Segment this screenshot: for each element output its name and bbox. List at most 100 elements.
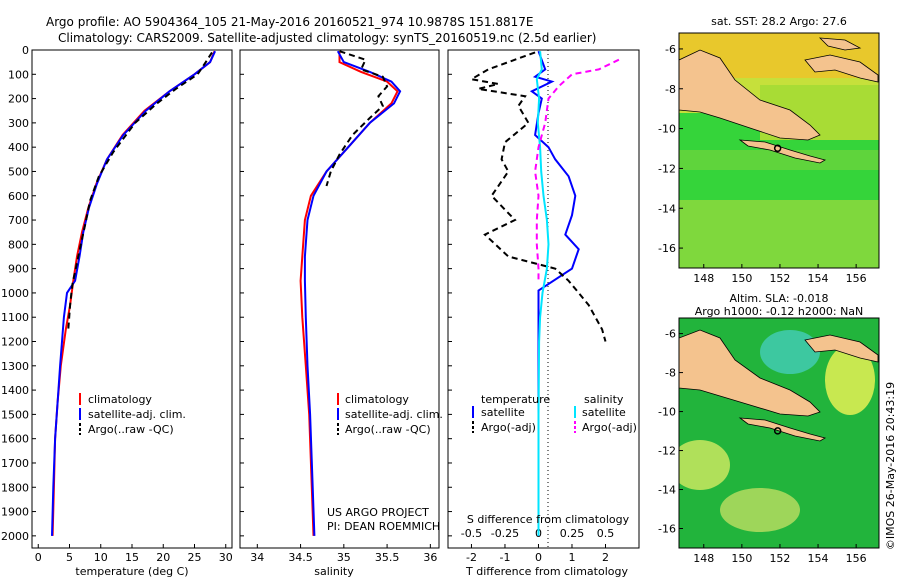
x-tick-label: 10 (94, 551, 108, 564)
sst-map-title: sat. SST: 28.2 Argo: 27.6 (711, 15, 847, 28)
depth-tick-label: 600 (8, 190, 29, 203)
difference-panel: -2 -1 0 1 2 -0.5 -0.25 0 0.25 0.5 S difference f… (461, 50, 637, 578)
sla-field (679, 318, 879, 548)
x-tick-label: 34.5 (288, 551, 313, 564)
legend-label-argo: Argo(..raw -QC) (345, 423, 431, 436)
series-temperature-argo-adj- (468, 51, 607, 342)
temperature-x-label: temperature (deg C) (75, 565, 188, 578)
map-y-tick-label: -6 (665, 43, 676, 56)
new-britain-land (804, 54, 879, 83)
difference-series (468, 50, 620, 536)
depth-tick-label: 1500 (1, 408, 29, 421)
map-x-tick-label: 150 (731, 272, 752, 285)
depth-tick-label: 1900 (1, 506, 29, 519)
sst-argo-marker (773, 144, 782, 153)
new-britain-land (804, 334, 879, 363)
legend-label-satellite-clim: satellite-adj. clim. (88, 408, 186, 421)
depth-tick-label: 1800 (1, 481, 29, 494)
series-argo-raw-qc- (325, 50, 389, 187)
s-diff-tick-label: -0.5 (461, 527, 482, 540)
depth-tick-label: 1100 (1, 311, 29, 324)
depth-tick-label: 100 (8, 68, 29, 81)
legend-label-satellite-clim: satellite-adj. clim. (345, 408, 443, 421)
salinity-diff-ticks: -0.5 -0.25 0 0.25 0.5 (461, 527, 615, 540)
difference-legend: temperature salinity satellite Argo(-adj… (472, 393, 637, 434)
x-tick-label: 34 (250, 551, 264, 564)
new-ireland-land (818, 37, 862, 51)
map-x-tick-label: 148 (693, 552, 714, 565)
map-y-tick-label: -12 (658, 445, 676, 458)
depth-tick-label: 1000 (1, 287, 29, 300)
x-tick-label: 2 (602, 551, 609, 564)
salinity-legend: climatology satellite-adj. clim. Argo(..… (337, 393, 443, 436)
depth-tick-label: 1600 (1, 433, 29, 446)
map-y-tick-label: -16 (658, 242, 676, 255)
s-diff-tick-label: 0.25 (560, 527, 585, 540)
map-y-tick-label: -14 (658, 202, 676, 215)
sla-low-anomaly-east (825, 345, 875, 415)
sla-map: Altim. SLA: -0.018 Argo h1000: -0.12 h20… (658, 292, 880, 565)
header-line-2: Climatology: CARS2009. Satellite-adjuste… (58, 31, 596, 45)
depth-tick-label: 1700 (1, 457, 29, 470)
legend-label-sal-argo: Argo(-adj) (582, 421, 637, 434)
map-x-tick-label: 152 (769, 552, 790, 565)
depth-tick-label: 0 (22, 44, 29, 57)
x-tick-label: 15 (125, 551, 139, 564)
salinity-series (299, 50, 402, 536)
argo-float-marker (773, 144, 782, 153)
map-x-tick-label: 152 (769, 272, 790, 285)
sla-low-anomaly-west (679, 440, 730, 490)
series-satellite-adj-clim- (303, 50, 402, 536)
legend-label-argo: Argo(..raw -QC) (88, 423, 174, 436)
header-line-1: Argo profile: AO 5904364_105 21-May-2016… (46, 15, 533, 29)
map-x-tick-label: 156 (846, 272, 867, 285)
map-x-tick-label: 156 (846, 552, 867, 565)
depth-tick-label: 800 (8, 238, 29, 251)
difference-x-ticks: -2 -1 0 1 2 (466, 544, 609, 564)
s-diff-axis-label: S difference from climatology (467, 513, 630, 526)
sla-map-ticks: 148 150 152 154 156 -6 -8 -10 -12 -14 -16 (658, 328, 867, 565)
sla-argo-marker (773, 427, 782, 435)
legend-label-temp-argo: Argo(-adj) (481, 421, 536, 434)
s-diff-tick-label: 0.5 (597, 527, 615, 540)
legend-label-sal-satellite: satellite (582, 406, 626, 419)
legend-label-climatology: climatology (88, 393, 152, 406)
legend-label-climatology: climatology (345, 393, 409, 406)
x-tick-label: 0 (35, 551, 42, 564)
louisiade-islands (738, 417, 827, 442)
depth-tick-label: 1300 (1, 360, 29, 373)
depth-tick-label: 1200 (1, 336, 29, 349)
x-tick-label: 35.5 (375, 551, 400, 564)
map-y-tick-label: -16 (658, 523, 676, 536)
series-argo-raw-qc- (67, 51, 213, 330)
x-tick-label: 36 (423, 551, 437, 564)
map-y-tick-label: -8 (665, 83, 676, 96)
depth-tick-label: 200 (8, 93, 29, 106)
new-guinea-land (679, 329, 821, 417)
temperature-panel: 0 5 10 15 20 25 30 temperature (deg C) climato… (35, 50, 233, 578)
map-y-tick-label: -6 (665, 328, 676, 341)
salinity-panel-frame (239, 49, 440, 549)
legend-header-salinity: salinity (584, 393, 624, 406)
series-climatology (299, 51, 399, 536)
depth-tick-label: 300 (8, 117, 29, 130)
sst-south-band (679, 200, 879, 268)
temperature-x-ticks: 0 5 10 15 20 25 30 (35, 544, 233, 564)
temperature-legend: climatology satellite-adj. clim. Argo(..… (79, 393, 186, 436)
depth-tick-label: 1400 (1, 384, 29, 397)
sla-map-title: Altim. SLA: -0.018 (729, 292, 828, 305)
s-diff-tick-label: -0.25 (491, 527, 519, 540)
depth-tick-label: 500 (8, 165, 29, 178)
depth-tick-label: 700 (8, 214, 29, 227)
sst-map: sat. SST: 28.2 Argo: 27.6 148 150 152 154 15… (658, 15, 880, 285)
argo-float-marker (773, 427, 782, 435)
map-y-tick-label: -12 (658, 162, 676, 175)
salinity-x-ticks: 34 34.5 35 35.5 36 (250, 544, 437, 564)
x-tick-label: 0 (535, 551, 542, 564)
sst-cool-band (679, 150, 879, 170)
map-y-tick-label: -10 (658, 406, 676, 419)
t-diff-axis-label: T difference from climatology (465, 565, 628, 578)
temperature-series (51, 50, 217, 536)
x-tick-label: 25 (188, 551, 202, 564)
